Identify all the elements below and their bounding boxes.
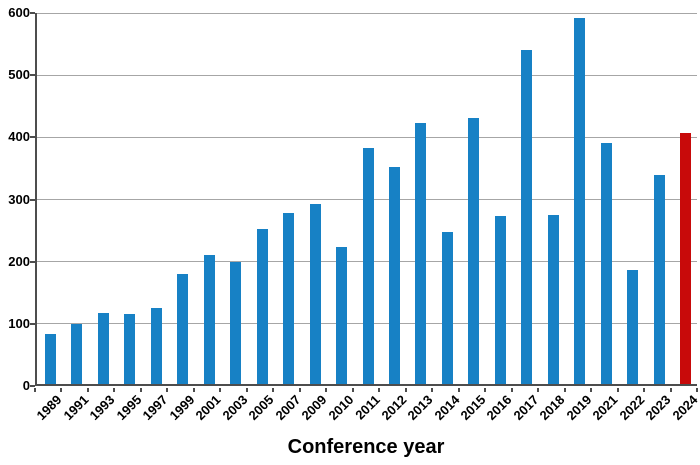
- y-axis-tick-100: [30, 322, 35, 325]
- x-axis-tick: [669, 388, 672, 392]
- gridline-400: [37, 136, 697, 138]
- y-axis-tick-300: [30, 198, 35, 201]
- bar-2017: [521, 49, 533, 384]
- x-axis-tick: [696, 388, 698, 392]
- bar-2009: [309, 204, 321, 384]
- x-axis-label-1995: 1995: [113, 392, 145, 424]
- bar-2011: [362, 148, 374, 384]
- y-axis-label-300: 300: [8, 191, 30, 207]
- x-axis-tick: [484, 388, 487, 392]
- x-axis-tick: [325, 388, 328, 392]
- x-axis-tick: [378, 388, 381, 392]
- gridline-600: [37, 12, 697, 14]
- bar-2014: [441, 231, 453, 384]
- bar-1991: [71, 323, 83, 384]
- x-axis-tick: [166, 388, 169, 392]
- x-axis-label-2011: 2011: [352, 392, 383, 423]
- x-axis-label-2023: 2023: [642, 392, 674, 424]
- x-axis-tick: [245, 388, 248, 392]
- x-axis-tick: [192, 388, 195, 392]
- x-axis-tick: [272, 388, 275, 392]
- x-axis-tick: [34, 388, 36, 392]
- bar-2005: [256, 229, 268, 384]
- bar-2021: [600, 143, 612, 384]
- y-axis-tick-200: [30, 260, 35, 263]
- x-axis-label-1999: 1999: [166, 392, 198, 424]
- x-axis-label-2019: 2019: [563, 392, 595, 424]
- x-axis-tick: [139, 388, 142, 392]
- y-axis-label-100: 100: [8, 315, 30, 331]
- x-axis-tick: [86, 388, 89, 392]
- x-axis-label-2003: 2003: [219, 392, 251, 424]
- bar-2012: [388, 167, 400, 384]
- x-axis-label-2013: 2013: [404, 392, 436, 424]
- x-axis-label-2014: 2014: [431, 392, 463, 424]
- bar-2019: [574, 17, 586, 384]
- x-axis-tick: [510, 388, 513, 392]
- y-axis-label-400: 400: [8, 129, 30, 145]
- bar-1993: [97, 313, 109, 384]
- bar-1995: [124, 314, 136, 384]
- x-axis-label-2010: 2010: [325, 392, 357, 424]
- x-axis-label-2009: 2009: [298, 392, 330, 424]
- bar-2007: [283, 213, 295, 384]
- y-axis-label-0: 0: [22, 378, 30, 393]
- x-axis-tick: [616, 388, 619, 392]
- x-axis-tick: [431, 388, 434, 392]
- bar-2001: [203, 254, 215, 384]
- x-axis-tick: [563, 388, 566, 392]
- y-axis-tick-400: [30, 136, 35, 139]
- bar-2018: [547, 214, 559, 384]
- y-axis-label-500: 500: [8, 67, 30, 83]
- x-axis-tick: [643, 388, 646, 392]
- bar-2022: [627, 269, 639, 384]
- y-axis-tick-0: [30, 385, 35, 387]
- bar-2013: [415, 122, 427, 384]
- y-axis-label-200: 200: [8, 253, 30, 269]
- bar-2015: [468, 117, 480, 384]
- y-axis-tick-600: [30, 12, 35, 14]
- y-axis-label-600: 600: [8, 5, 30, 20]
- x-axis-tick: [404, 388, 407, 392]
- x-axis-label-2007: 2007: [272, 392, 304, 424]
- x-axis-label-1991: 1991: [60, 392, 92, 424]
- x-axis-label-2012: 2012: [378, 392, 410, 424]
- bar-2010: [336, 247, 348, 384]
- bar-2003: [230, 262, 242, 384]
- x-axis-label-1997: 1997: [139, 392, 171, 424]
- x-axis-label-1993: 1993: [86, 392, 118, 424]
- bar-1997: [150, 307, 162, 384]
- x-axis-label-2017: 2017: [510, 392, 542, 424]
- x-axis-tick: [219, 388, 222, 392]
- x-axis-label-2001: 2001: [192, 392, 224, 424]
- bar-1999: [177, 273, 189, 384]
- x-axis-label-2016: 2016: [483, 392, 516, 424]
- gridline-500: [37, 74, 697, 76]
- x-axis-tick: [298, 388, 301, 392]
- bar-1989: [44, 334, 56, 384]
- x-axis-label-2015: 2015: [457, 392, 489, 424]
- x-axis-tick: [457, 388, 460, 392]
- x-axis-tick: [113, 388, 116, 392]
- y-axis-tick-500: [30, 74, 35, 77]
- x-axis-title: Conference year: [287, 436, 445, 458]
- x-axis-label-2022: 2022: [616, 392, 648, 424]
- x-axis-label-1989: 1989: [33, 392, 65, 424]
- x-axis-label-2021: 2021: [589, 392, 621, 424]
- bar-2024: [680, 132, 692, 384]
- x-axis-label-2024: 2024: [669, 392, 700, 424]
- x-axis-tick: [537, 388, 540, 392]
- bar-2023: [653, 175, 665, 384]
- x-axis-tick: [60, 388, 63, 392]
- x-axis-label-2005: 2005: [245, 392, 277, 424]
- plot-area: [35, 12, 697, 386]
- x-axis-label-2018: 2018: [536, 392, 568, 424]
- bar-2016: [494, 216, 506, 384]
- x-axis-tick: [590, 388, 593, 392]
- x-axis-tick: [351, 388, 354, 392]
